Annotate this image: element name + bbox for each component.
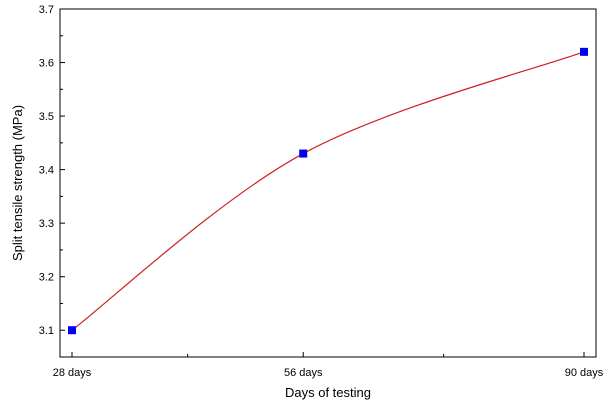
y-tick-label: 3.4 — [39, 165, 54, 177]
x-tick-label: 56 days — [284, 367, 323, 379]
y-tick-label: 3.3 — [39, 218, 54, 230]
y-tick-label: 3.1 — [39, 325, 54, 337]
series-line — [71, 51, 585, 331]
y-tick-label: 3.6 — [39, 58, 54, 70]
y-ticks: 3.1 3.2 3.3 3.4 3.5 3.6 3.7 — [39, 4, 65, 337]
y-tick-label: 3.2 — [39, 272, 54, 284]
x-ticks: 28 days 56 days 90 days — [53, 352, 604, 379]
data-point — [299, 149, 308, 158]
data-point — [68, 326, 76, 335]
x-tick-label: 90 days — [565, 367, 604, 379]
plot-frame — [59, 8, 597, 358]
x-tick-label: 28 days — [53, 367, 92, 379]
data-point — [580, 47, 588, 56]
y-tick-label: 3.7 — [39, 4, 54, 16]
series-layer — [68, 47, 588, 335]
x-axis-title: Days of testing — [285, 385, 371, 400]
y-axis-title: Split tensile strength (MPa) — [10, 105, 25, 261]
y-tick-label: 3.5 — [39, 111, 54, 123]
plot-axes — [59, 8, 597, 358]
